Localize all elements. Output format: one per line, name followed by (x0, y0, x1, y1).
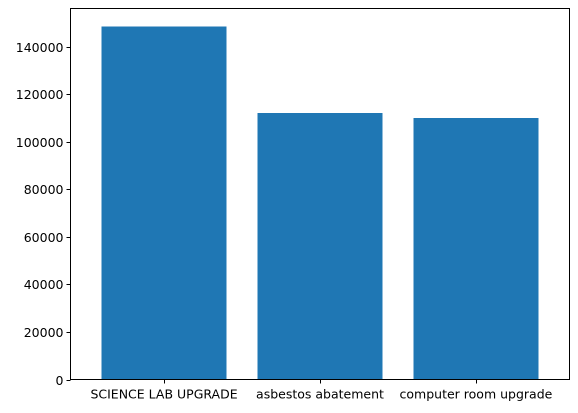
y-tick-label-4: 80000 (24, 182, 64, 197)
y-tick-label-3: 60000 (24, 230, 64, 245)
y-tick-label-7: 140000 (16, 40, 64, 55)
bar-2 (413, 117, 539, 380)
y-tick-label-1: 20000 (24, 325, 64, 340)
y-tick-label-5: 100000 (16, 135, 64, 150)
bar-0 (101, 26, 227, 380)
x-tick-label-2: computer room upgrade (400, 387, 553, 402)
x-tick-label-1: asbestos abatement (256, 387, 384, 402)
bars-layer (101, 26, 539, 380)
y-tick-label-0: 0 (56, 373, 64, 388)
x-axis-ticks: SCIENCE LAB UPGRADE asbestos abatement com… (90, 379, 553, 402)
y-axis-ticks: 0 20000 40000 60000 80000 100000 120000 140000 (16, 40, 71, 388)
x-tick-label-0: SCIENCE LAB UPGRADE (90, 387, 237, 402)
y-tick-label-2: 40000 (24, 277, 64, 292)
bar-1 (257, 113, 383, 380)
y-tick-label-6: 120000 (16, 87, 64, 102)
